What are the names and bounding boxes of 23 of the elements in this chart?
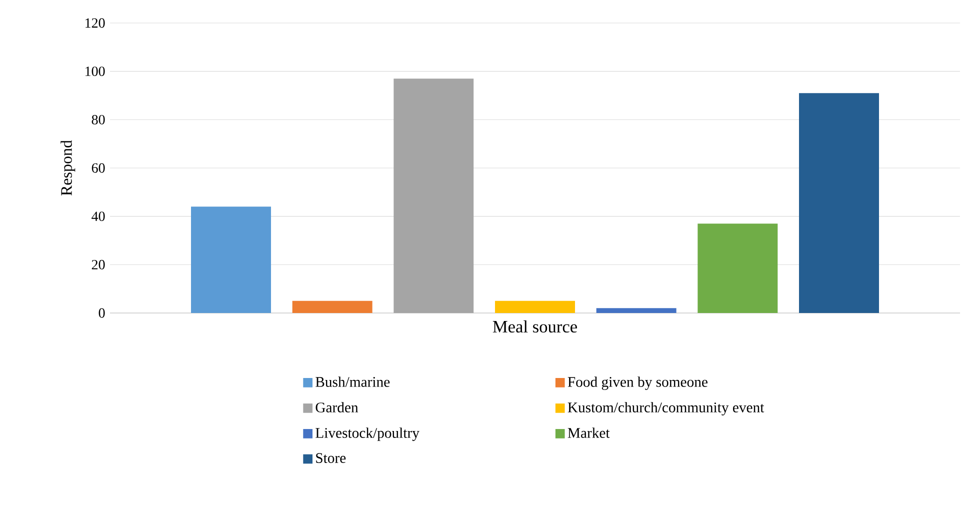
y-tick-label: 100 <box>86 66 105 76</box>
legend-label: Food given by someone <box>568 376 708 390</box>
y-tick-label: 80 <box>92 114 105 124</box>
bar <box>495 300 575 313</box>
y-tick-label: 20 <box>92 260 105 270</box>
bar <box>394 78 474 313</box>
bar <box>292 300 372 313</box>
legend-label: Kustom/church/community event <box>568 402 764 416</box>
y-axis-title: Respond <box>60 140 76 196</box>
legend-label: Garden <box>316 402 358 412</box>
bar <box>596 308 676 313</box>
x-tick-label: Meal source <box>492 320 577 333</box>
y-tick-label: 60 <box>92 163 105 173</box>
bar <box>798 93 879 313</box>
legend-label: Market <box>568 428 610 438</box>
y-tick-label: 0 <box>98 308 105 318</box>
legend-label: Store <box>316 453 346 463</box>
bar <box>191 206 272 313</box>
y-tick-label: 120 <box>86 18 105 28</box>
legend-label: Livestock/poultry <box>316 428 420 441</box>
legend-label: Bush/marine <box>316 376 390 387</box>
bar <box>698 224 778 313</box>
y-tick-label: 40 <box>92 212 105 222</box>
